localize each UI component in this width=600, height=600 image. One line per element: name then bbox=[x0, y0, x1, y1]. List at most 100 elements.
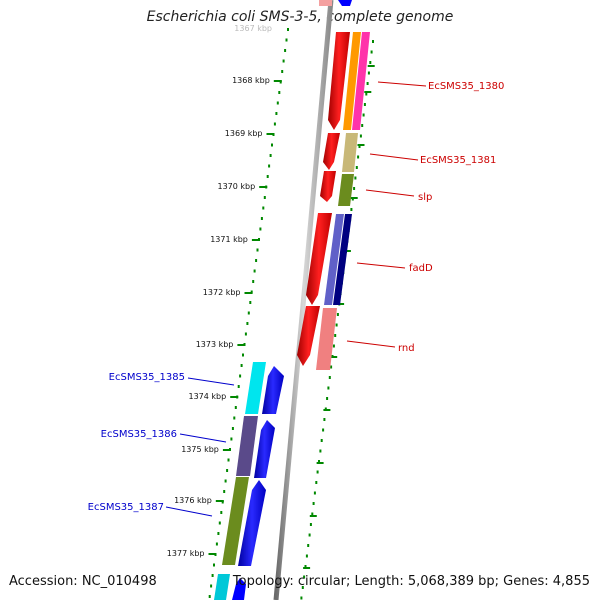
scale-dot-right bbox=[357, 155, 360, 159]
gene-bar-ecsms35-1380-cog-a bbox=[343, 32, 361, 130]
gene-label-ecsms35-1381[interactable]: EcSMS35_1381 bbox=[420, 155, 496, 166]
scale-dot-left bbox=[284, 49, 287, 52]
kbp-label: 1376 kbp bbox=[174, 496, 212, 505]
scale-dot-right bbox=[372, 40, 374, 43]
scale-dot-left bbox=[268, 164, 271, 168]
scale-dot-left bbox=[255, 259, 258, 262]
scale-dot-right bbox=[355, 166, 358, 169]
gene-label-ecsms35-1386[interactable]: EcSMS35_1386 bbox=[101, 429, 177, 440]
scale-dot-right bbox=[320, 439, 323, 442]
scale-dot-right bbox=[315, 481, 318, 484]
scale-dot-right bbox=[350, 208, 353, 211]
scale-dot-left bbox=[278, 91, 281, 94]
scale-dot-left bbox=[220, 511, 223, 514]
scale-dot-right bbox=[300, 596, 303, 600]
gene-bar-ecsms35-1380-cog-b bbox=[352, 32, 370, 130]
kbp-label: 1377 kbp bbox=[167, 549, 205, 558]
scale-dot-left bbox=[260, 217, 263, 220]
gene-bar-slp-cog bbox=[338, 174, 354, 206]
kbp-label: 1375 kbp bbox=[181, 445, 219, 454]
gene-arrow-ecsms35-1387 bbox=[238, 480, 266, 566]
gene-label-ecsms35-1387[interactable]: EcSMS35_1387 bbox=[88, 502, 164, 513]
scale-dot-left bbox=[269, 154, 272, 157]
gene-bar-fadd-cog-b bbox=[333, 214, 352, 305]
scale-dot-right bbox=[369, 61, 372, 64]
gene-arrow-slp bbox=[320, 171, 336, 202]
gene-bar-rnd-cog bbox=[316, 308, 337, 370]
accession-label: Accession: NC_010498 bbox=[9, 574, 157, 589]
scale-dot-left bbox=[231, 427, 234, 430]
gene-arrow-ecsms35-1380 bbox=[328, 32, 350, 130]
scale-dot-right bbox=[323, 418, 326, 421]
scale-dot-right bbox=[359, 134, 362, 138]
scale-dot-left bbox=[226, 469, 229, 472]
gene-bar-ecsms35-1381-cog bbox=[342, 133, 358, 172]
gene-arrow-partial-bottom-2 bbox=[232, 578, 246, 600]
scale-dot-left bbox=[208, 595, 211, 598]
scale-dot-right bbox=[311, 512, 314, 516]
scale-dot-right bbox=[304, 565, 307, 568]
genome-summary-label: Topology: circular; Length: 5,068,389 bp… bbox=[232, 574, 590, 589]
scale-dot-left bbox=[218, 521, 221, 525]
scale-dot-left bbox=[224, 479, 227, 483]
scale-dot-left bbox=[211, 574, 214, 577]
gene-label-rnd[interactable]: rnd bbox=[398, 343, 415, 354]
gene-bar-ecsms35-1385-cog bbox=[245, 362, 266, 414]
scale-dot-right bbox=[370, 50, 373, 54]
scale-dot-left bbox=[240, 364, 243, 367]
scale-dot-left bbox=[271, 143, 273, 147]
gene-bar-fadd-cog-a bbox=[324, 214, 344, 305]
scale-dot-right bbox=[366, 82, 369, 85]
label-leaders bbox=[165, 81, 427, 517]
scale-dot-left bbox=[223, 490, 226, 493]
scale-dot-left bbox=[246, 322, 249, 325]
scale-dot-left bbox=[234, 406, 237, 409]
scale-dot-left bbox=[215, 542, 218, 546]
scale-dot-left bbox=[276, 101, 279, 105]
scale-dot-left bbox=[263, 196, 266, 199]
scale-dot-right bbox=[332, 344, 335, 348]
gene-arrow-rnd bbox=[297, 306, 320, 366]
kbp-label-partial-top: 1367 kbp bbox=[234, 24, 272, 33]
scale-dot-left bbox=[262, 206, 265, 210]
gene-bar-partial-top-1 bbox=[319, 0, 332, 6]
gene-bar-ecsms35-1387-cog bbox=[222, 477, 249, 565]
scale-dot-left bbox=[273, 122, 276, 126]
scale-dot-left bbox=[249, 301, 252, 304]
scale-dot-left bbox=[247, 311, 250, 315]
scale-dot-left bbox=[287, 28, 289, 31]
gene-label-fadd[interactable]: fadD bbox=[409, 263, 433, 274]
scale-dot-left bbox=[266, 175, 269, 178]
scale-dot-left bbox=[233, 416, 236, 420]
gene-label-slp[interactable]: slp bbox=[418, 192, 432, 203]
gene-arrow-fadd bbox=[306, 213, 332, 305]
gene-label-ecsms35-1380[interactable]: EcSMS35_1380 bbox=[428, 81, 504, 92]
gene-arrow-ecsms35-1381 bbox=[323, 133, 340, 170]
kbp-label: 1369 kbp bbox=[225, 129, 263, 138]
kbp-label: 1368 kbp bbox=[232, 76, 270, 85]
scale-dot-left bbox=[217, 532, 220, 535]
scale-dot-left bbox=[239, 374, 242, 378]
scale-dot-right bbox=[328, 376, 331, 379]
scale-dot-right bbox=[353, 187, 356, 190]
gene-bar-partial-bottom-1 bbox=[214, 574, 230, 600]
map-title: Escherichia coli SMS-3-5, complete genom… bbox=[146, 9, 454, 25]
scale-dot-left bbox=[275, 112, 278, 115]
scale-dot-left bbox=[227, 458, 230, 462]
scale-dot-left bbox=[210, 584, 213, 588]
gene-arrow-ecsms35-1386 bbox=[254, 420, 275, 478]
scale-dot-right bbox=[326, 397, 329, 400]
kbp-label: 1370 kbp bbox=[217, 182, 255, 191]
gene-label-ecsms35-1385[interactable]: EcSMS35_1385 bbox=[109, 372, 185, 383]
backbone-track bbox=[273, 0, 334, 600]
scale-dot-right bbox=[334, 334, 337, 337]
scale-dot-right bbox=[308, 533, 311, 537]
scale-dot-right bbox=[358, 145, 361, 148]
scale-dot-right bbox=[354, 176, 357, 180]
scale-dot-right bbox=[316, 470, 319, 474]
scale-dot-right bbox=[313, 491, 316, 495]
kbp-label: 1374 kbp bbox=[188, 392, 226, 401]
scale-dot-left bbox=[281, 70, 284, 73]
scale-dot-left bbox=[244, 332, 247, 336]
scale-dot-right bbox=[335, 323, 338, 327]
